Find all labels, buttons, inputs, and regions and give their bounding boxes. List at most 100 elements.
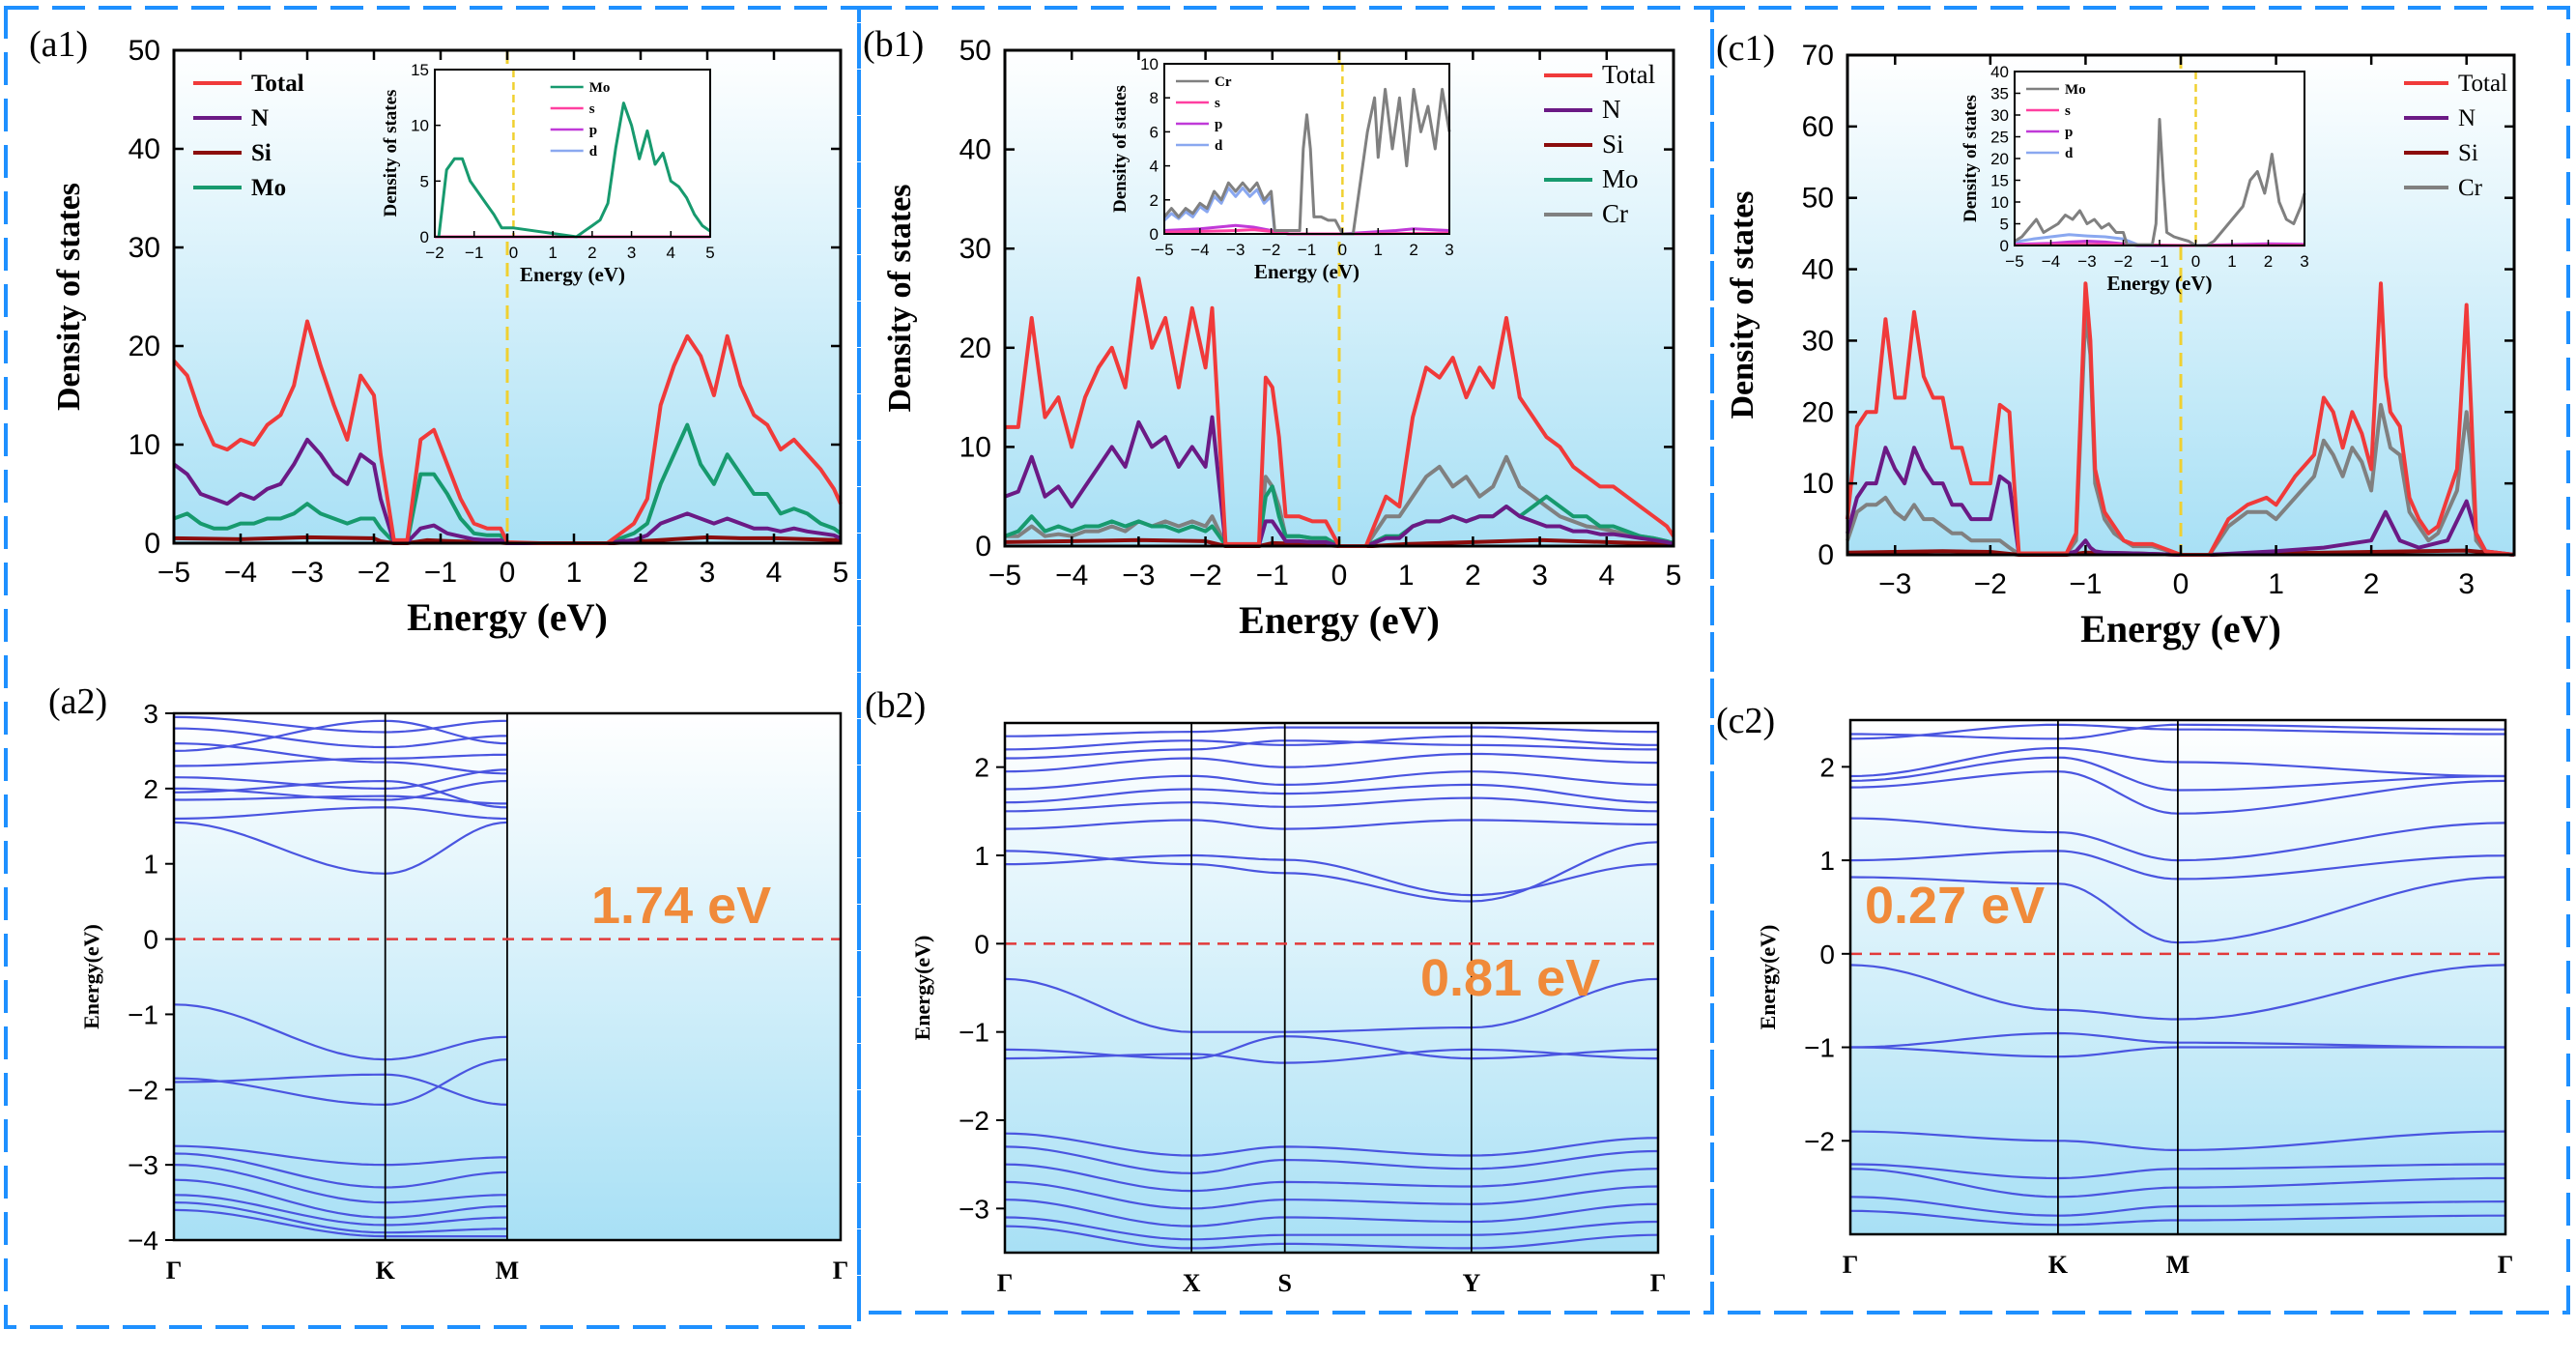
x-tick-label: −5 xyxy=(988,560,1021,592)
y-axis-label: Energy(eV) xyxy=(910,936,934,1041)
y-tick-label: 1 xyxy=(143,850,158,880)
inset-legend-label-cr: Cr xyxy=(1215,74,1232,90)
band-line xyxy=(1850,770,2505,815)
inset-background xyxy=(435,70,710,237)
x-tick-label: 0 xyxy=(1331,560,1348,592)
series-line-total xyxy=(1846,281,2515,557)
x-tick-label: 0 xyxy=(2173,568,2190,600)
inset-legend-label-p: p xyxy=(2065,125,2073,140)
inset-x-tick-label: 4 xyxy=(667,244,675,262)
inset-y-tick-label: 30 xyxy=(1990,106,2009,125)
series-line-total xyxy=(172,319,843,545)
x-tick-label: 0 xyxy=(500,557,516,589)
band-gap-label: 0.27 eV xyxy=(1865,877,2045,935)
band-line xyxy=(1850,723,2505,740)
y-tick-label: 40 xyxy=(959,134,991,166)
inset-y-tick-label: 15 xyxy=(1990,172,2009,190)
y-tick-label: 10 xyxy=(129,429,160,461)
inset-legend-label-d: d xyxy=(589,144,598,159)
panel-label: (b2) xyxy=(865,685,926,726)
x-tick-label: 2 xyxy=(2363,568,2380,600)
inset-y-tick-label: 2 xyxy=(1150,191,1159,210)
kpoint-label: X xyxy=(1183,1269,1201,1297)
inset-series-mo xyxy=(437,101,711,239)
y-tick-label: 2 xyxy=(1819,752,1835,782)
y-tick-label: −2 xyxy=(128,1075,158,1105)
y-tick-label: 50 xyxy=(129,35,160,67)
legend-label-si: Si xyxy=(2458,140,2478,166)
series-line-si xyxy=(1004,537,1674,548)
inset-series-mo xyxy=(2014,118,2306,247)
inset-x-tick-label: 2 xyxy=(1409,241,1417,259)
y-axis-label: Energy(eV) xyxy=(1756,925,1780,1030)
x-tick-label: 5 xyxy=(1666,560,1682,592)
y-tick-label: 70 xyxy=(1802,40,1834,72)
inset-x-tick-label: −4 xyxy=(1190,241,1209,259)
inset-x-tick-label: −5 xyxy=(2005,252,2023,271)
y-tick-label: 0 xyxy=(143,925,158,955)
inset-x-tick-label: −1 xyxy=(1298,241,1316,259)
y-tick-label: 10 xyxy=(1802,468,1834,500)
inset-x-tick-label: 1 xyxy=(2227,252,2236,271)
legend: Total N Si Mo xyxy=(193,71,304,201)
inset-x-tick-label: 3 xyxy=(627,244,636,262)
y-axis-label: Density of states xyxy=(51,183,87,411)
inset-y-tick-label: 35 xyxy=(1990,85,2009,103)
inset-y-tick-label: 5 xyxy=(2000,216,2009,234)
legend-label-mo: Mo xyxy=(1602,164,1639,193)
panel-label: (b1) xyxy=(863,24,924,65)
axes-frame xyxy=(1848,718,2507,1236)
panel-label: (c1) xyxy=(1716,28,1775,69)
axes-frame xyxy=(172,711,843,1242)
inset-legend-label-s: s xyxy=(589,101,595,117)
inset-x-tick-label: 3 xyxy=(2300,252,2308,271)
y-tick-label: 30 xyxy=(959,233,991,265)
kpoint-label: Γ xyxy=(997,1269,1014,1297)
inset-x-tick-label: 1 xyxy=(548,244,557,262)
y-tick-label: 1 xyxy=(974,841,989,871)
inset-x-label: Energy (eV) xyxy=(2106,272,2212,295)
legend-label-total: Total xyxy=(251,71,304,97)
y-tick-label: 0 xyxy=(1819,939,1835,969)
band-line xyxy=(1850,1209,2505,1227)
y-tick-label: −1 xyxy=(959,1018,989,1048)
kpoint-label: Γ xyxy=(1650,1269,1667,1297)
inset-x-tick-label: −1 xyxy=(2150,252,2168,271)
x-tick-label: −2 xyxy=(1188,560,1221,592)
x-tick-label: −1 xyxy=(2069,568,2102,600)
inset-x-tick-label: 0 xyxy=(2191,252,2200,271)
y-tick-label: −3 xyxy=(128,1150,158,1180)
inset-x-tick-label: 0 xyxy=(1338,241,1347,259)
y-tick-label: 30 xyxy=(129,232,160,264)
x-tick-label: −3 xyxy=(1122,560,1155,592)
inset-x-tick-label: 2 xyxy=(587,244,596,262)
y-tick-label: 10 xyxy=(959,431,991,463)
x-tick-label: 4 xyxy=(1598,560,1615,592)
band-line xyxy=(1850,1031,2505,1049)
x-tick-label: −2 xyxy=(358,557,390,589)
inset-series-cr xyxy=(1162,87,1451,236)
legend-label-n: N xyxy=(1602,95,1621,124)
y-tick-label: −4 xyxy=(128,1226,158,1256)
y-tick-label: 20 xyxy=(1802,396,1834,428)
inset-legend-label-s: s xyxy=(1215,96,1220,111)
inset-x-tick-label: −2 xyxy=(1262,241,1280,259)
inset-x-tick-label: 5 xyxy=(705,244,714,262)
inset-y-tick-label: 15 xyxy=(411,61,429,79)
band-line xyxy=(1850,876,2505,944)
x-tick-label: −4 xyxy=(1055,560,1088,592)
inset-x-label: Energy (eV) xyxy=(1254,260,1360,283)
inset-y-tick-label: 10 xyxy=(411,117,429,135)
inset-legend-label-d: d xyxy=(2065,146,2074,161)
inset-x-tick-label: −5 xyxy=(1155,241,1173,259)
band-line xyxy=(1850,746,2505,778)
band-line xyxy=(1850,723,2505,740)
y-tick-label: 20 xyxy=(129,331,160,362)
kpoint-label: S xyxy=(1277,1269,1291,1297)
x-tick-label: 4 xyxy=(766,557,783,589)
y-tick-label: −2 xyxy=(959,1106,989,1136)
inset-series-d xyxy=(1162,187,1286,234)
inset-y-label: Density of states xyxy=(1110,85,1131,213)
band-line xyxy=(1850,1163,2505,1180)
